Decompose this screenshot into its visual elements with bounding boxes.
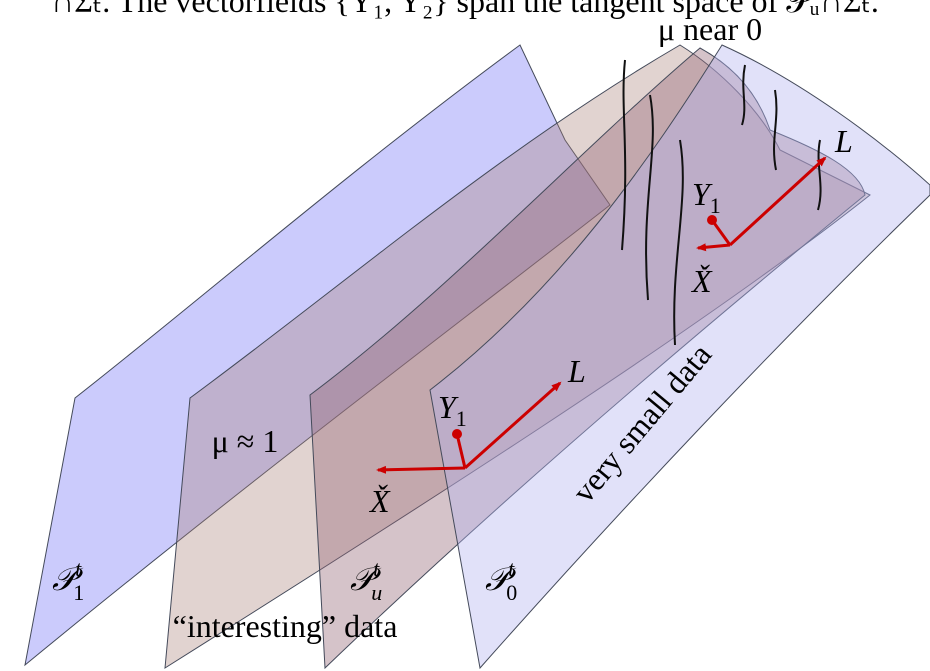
label-y: Y1 [692,176,721,218]
curve [645,94,654,301]
arrow-l [463,381,562,470]
label-mu-near: μ near 0 [658,11,762,47]
label-l: L [567,353,586,389]
label-y-sub: 1 [456,406,467,431]
curve [673,139,684,346]
arrow-x [696,243,731,252]
label-y-main: Y [692,176,713,212]
arrow-l [728,156,827,247]
sheet-label-sup: t [508,556,515,581]
point-y [707,215,717,225]
sheet-label: 𝒫t 1 [52,556,84,605]
point-y [452,429,462,439]
label-l: L [834,123,853,159]
sheet-p1 [24,44,611,667]
curve [817,139,822,211]
curve [741,64,746,126]
arrow-y [455,433,467,469]
sheet-label-sup: t [373,556,380,581]
sheet-label-sub: u [371,580,382,605]
label-mu-one: μ ≈ 1 [212,423,279,459]
arrow-y [710,219,732,246]
sheet-label-sup: t [75,556,82,581]
sheet-label-sub: 0 [506,580,517,605]
sheet-label-sub: 1 [73,580,84,605]
sheet-pu [309,47,866,670]
label-interesting: “interesting” data [173,608,398,644]
label-y-sub: 1 [710,193,721,218]
curve [773,89,778,171]
sheet-label: 𝒫t u [350,556,382,605]
sheet-p0 [429,44,930,670]
label-x: X̌ [690,263,713,299]
arrow-x [376,465,466,474]
sheet-interesting [164,44,871,669]
curve [621,59,627,251]
label-y: Y1 [438,389,467,431]
caption: ∩Σₜ. The vectorfields {Y₁, Y₂} span the … [51,0,879,19]
sheet-label: 𝒫t 0 [485,556,517,605]
label-y-main: Y [438,389,459,425]
label-x: X̌ [368,483,391,519]
